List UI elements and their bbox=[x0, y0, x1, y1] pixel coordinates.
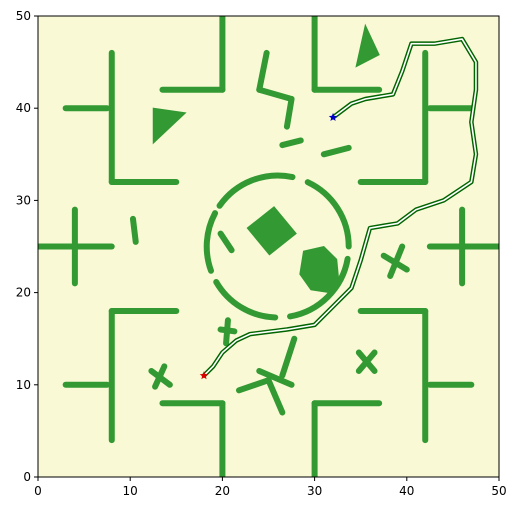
x-axis: 0 10 20 30 40 50 bbox=[34, 477, 507, 498]
goal-marker bbox=[199, 371, 209, 380]
x-tick-label: 20 bbox=[215, 484, 230, 498]
path-line-core bbox=[203, 38, 477, 377]
obstacle-polygon bbox=[355, 23, 380, 68]
y-tick-label: 30 bbox=[16, 193, 31, 207]
start-marker bbox=[328, 112, 338, 122]
obstacle-arc bbox=[216, 172, 296, 209]
obstacle-wall bbox=[283, 95, 295, 130]
obstacle-wall bbox=[256, 367, 295, 388]
y-tick-label: 10 bbox=[16, 378, 31, 392]
obstacle-arc bbox=[287, 255, 351, 320]
obstacle-wall bbox=[217, 230, 235, 254]
obstacle-wall bbox=[235, 377, 272, 394]
obstacle-arc bbox=[213, 278, 279, 321]
x-tick-label: 30 bbox=[307, 484, 322, 498]
obstacle-wall bbox=[279, 137, 304, 149]
obstacle-wall bbox=[256, 49, 270, 93]
obstacle-wall bbox=[320, 144, 352, 158]
y-tick-label: 20 bbox=[16, 286, 31, 300]
obstacle-layer bbox=[38, 16, 499, 477]
path-layer bbox=[201, 36, 479, 378]
obstacle-polygon bbox=[246, 206, 297, 256]
obstacle-wall bbox=[387, 243, 406, 280]
obstacle-polygon bbox=[299, 245, 340, 294]
y-tick-label: 40 bbox=[16, 101, 31, 115]
obstacle-wall bbox=[355, 349, 378, 374]
obstacle-wall bbox=[223, 317, 231, 347]
obstacle-wall bbox=[279, 335, 298, 379]
obstacle-wall bbox=[256, 86, 295, 102]
obstacle-wall bbox=[129, 215, 139, 245]
y-tick-label: 50 bbox=[16, 9, 31, 23]
y-tick-label: 0 bbox=[23, 470, 31, 484]
obstacle-wall bbox=[152, 363, 168, 390]
obstacle-arc bbox=[304, 179, 352, 250]
plot-frame bbox=[37, 15, 500, 478]
marker-layer bbox=[199, 112, 338, 380]
x-tick-label: 10 bbox=[123, 484, 138, 498]
x-tick-label: 40 bbox=[399, 484, 414, 498]
obstacle-arc bbox=[203, 210, 219, 274]
x-tick-label: 50 bbox=[491, 484, 506, 498]
x-tick-label: 0 bbox=[34, 484, 42, 498]
obstacle-polygon bbox=[152, 107, 187, 145]
obstacle-wall bbox=[265, 377, 286, 416]
y-axis: 0 10 20 30 40 50 bbox=[16, 9, 38, 484]
